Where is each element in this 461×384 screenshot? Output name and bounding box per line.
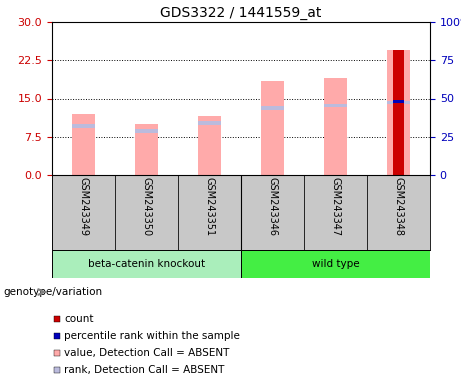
Text: genotype/variation: genotype/variation: [3, 287, 102, 297]
Bar: [392, 50, 404, 175]
Text: percentile rank within the sample: percentile rank within the sample: [64, 331, 240, 341]
Bar: [54, 316, 60, 322]
Bar: [241, 175, 304, 250]
Bar: [54, 367, 60, 373]
Bar: [178, 175, 241, 250]
Bar: [386, 101, 410, 104]
Bar: [304, 175, 367, 250]
Text: GSM243346: GSM243346: [267, 177, 278, 236]
Bar: [324, 104, 348, 107]
Bar: [367, 175, 430, 250]
Bar: [54, 350, 60, 356]
Bar: [386, 50, 410, 175]
Text: GSM243348: GSM243348: [394, 177, 403, 236]
Text: count: count: [64, 314, 94, 324]
Bar: [71, 124, 95, 127]
Text: GSM243350: GSM243350: [142, 177, 152, 237]
Bar: [135, 129, 159, 132]
Title: GDS3322 / 1441559_at: GDS3322 / 1441559_at: [160, 6, 322, 20]
Text: GSM243347: GSM243347: [331, 177, 341, 237]
Bar: [52, 250, 241, 278]
Bar: [392, 99, 404, 103]
Bar: [135, 124, 159, 175]
Bar: [115, 175, 178, 250]
Bar: [197, 121, 221, 125]
Text: beta-catenin knockout: beta-catenin knockout: [88, 259, 205, 269]
Text: wild type: wild type: [312, 259, 359, 269]
Text: GSM243349: GSM243349: [78, 177, 89, 236]
Bar: [71, 114, 95, 175]
Text: GSM243351: GSM243351: [205, 177, 214, 237]
Bar: [260, 81, 284, 175]
Bar: [52, 175, 115, 250]
Bar: [197, 116, 221, 175]
Bar: [324, 78, 348, 175]
Text: value, Detection Call = ABSENT: value, Detection Call = ABSENT: [64, 348, 230, 358]
Bar: [54, 333, 60, 339]
Text: rank, Detection Call = ABSENT: rank, Detection Call = ABSENT: [64, 365, 225, 375]
Bar: [241, 250, 430, 278]
Bar: [260, 106, 284, 110]
